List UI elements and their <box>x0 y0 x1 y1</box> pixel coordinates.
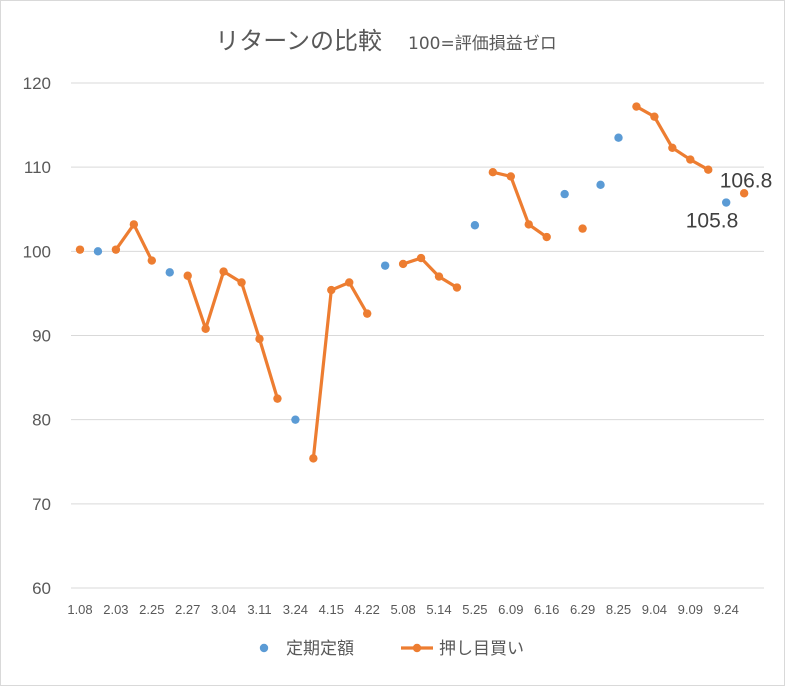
data-point <box>452 283 462 292</box>
data-point <box>363 309 372 318</box>
legend-marker <box>412 643 422 653</box>
x-tick-label: 6.09 <box>498 602 523 617</box>
x-tick-label: 3.11 <box>247 602 271 617</box>
series-line-segment <box>509 174 531 226</box>
y-axis-ticks: 60 70 80 90 100 110 120 <box>23 74 51 598</box>
y-tick-label: 100 <box>23 242 51 261</box>
chart-title-main: リターンの比較 <box>215 27 382 55</box>
data-point <box>75 245 85 254</box>
data-point <box>111 245 121 254</box>
x-tick-label: 1.08 <box>67 602 92 617</box>
series-line-segment <box>204 269 226 331</box>
x-tick-label: 8.25 <box>606 602 631 617</box>
x-tick-label: 5.25 <box>462 602 487 617</box>
series-line-segment <box>239 280 262 341</box>
x-tick-label: 4.22 <box>355 602 380 617</box>
data-point <box>434 272 444 281</box>
data-point <box>488 168 498 177</box>
y-tick-label: 80 <box>32 411 51 430</box>
data-point <box>237 278 246 287</box>
x-tick-label: 6.29 <box>570 602 595 617</box>
data-point <box>722 198 731 207</box>
legend: 定期定額 押し目買い <box>259 639 524 659</box>
y-tick-label: 70 <box>32 495 51 514</box>
data-point <box>183 271 192 280</box>
data-point <box>650 112 659 121</box>
data-point <box>327 285 336 295</box>
data-point <box>129 220 139 229</box>
data-point <box>93 247 103 256</box>
data-label-last-series-1: 105.8 <box>686 210 739 233</box>
data-point <box>398 259 408 269</box>
data-point <box>596 180 605 190</box>
series-line-segment <box>186 274 208 331</box>
y-tick-label: 60 <box>32 579 51 598</box>
y-tick-label: 110 <box>24 158 51 177</box>
x-tick-label: 2.03 <box>103 602 128 617</box>
data-point <box>273 394 282 403</box>
data-point <box>632 102 641 111</box>
legend-marker <box>259 643 269 653</box>
series-line-segment <box>652 115 674 150</box>
chart-title: リターンの比較 100=評価損益ゼロ <box>215 27 557 55</box>
data-point <box>614 133 623 142</box>
x-tick-label: 3.04 <box>211 602 236 617</box>
series-1 <box>93 133 731 424</box>
series-line-segment <box>132 222 154 263</box>
series-line-segment <box>347 280 369 316</box>
x-tick-label: 6.16 <box>534 602 559 617</box>
data-point <box>147 256 156 265</box>
data-labels: 106.8 105.8 <box>686 169 773 232</box>
series-line-segment <box>419 256 441 279</box>
y-tick-label: 90 <box>32 327 51 346</box>
data-point <box>201 324 210 333</box>
data-point <box>704 165 713 174</box>
legend-item-series-2: 押し目買い <box>401 639 524 659</box>
x-axis-ticks: 1.08 2.03 2.25 2.27 3.04 3.11 3.24 4.15 4.22 5.08… <box>67 602 739 617</box>
data-point <box>524 220 533 229</box>
x-tick-label: 9.04 <box>642 602 667 617</box>
data-point <box>219 267 228 276</box>
x-tick-label: 3.24 <box>283 602 308 617</box>
x-tick-label: 5.08 <box>390 602 415 617</box>
x-tick-label: 9.24 <box>714 602 739 617</box>
series-layer <box>75 102 749 463</box>
legend-label: 定期定額 <box>286 639 354 659</box>
series-2 <box>75 102 749 463</box>
legend-label: 押し目買い <box>439 639 524 659</box>
data-point <box>560 189 569 199</box>
data-point <box>380 261 390 270</box>
legend-item-series-1: 定期定額 <box>259 639 354 659</box>
gridlines <box>71 82 764 589</box>
data-point <box>470 221 480 230</box>
data-point <box>668 143 677 153</box>
data-point <box>345 278 354 287</box>
data-point <box>291 415 300 424</box>
y-tick-label: 120 <box>23 74 51 93</box>
data-point <box>309 454 318 463</box>
series-line-segment <box>311 288 333 460</box>
data-point <box>165 268 174 277</box>
data-point <box>686 155 695 164</box>
series-line-segment <box>257 337 280 401</box>
x-tick-label: 2.25 <box>139 602 164 617</box>
data-point <box>255 334 264 344</box>
data-point <box>542 232 551 242</box>
data-point <box>416 253 426 263</box>
x-tick-label: 4.15 <box>319 602 344 617</box>
data-point <box>578 224 587 233</box>
data-point <box>739 189 749 198</box>
data-label-last-series-2: 106.8 <box>720 169 773 192</box>
x-tick-label: 9.09 <box>678 602 703 617</box>
chart-subtitle: 100=評価損益ゼロ <box>408 34 557 54</box>
data-point <box>506 172 515 181</box>
x-tick-label: 5.14 <box>426 602 451 617</box>
series-line-segment <box>114 222 136 252</box>
x-tick-label: 2.27 <box>175 602 200 617</box>
